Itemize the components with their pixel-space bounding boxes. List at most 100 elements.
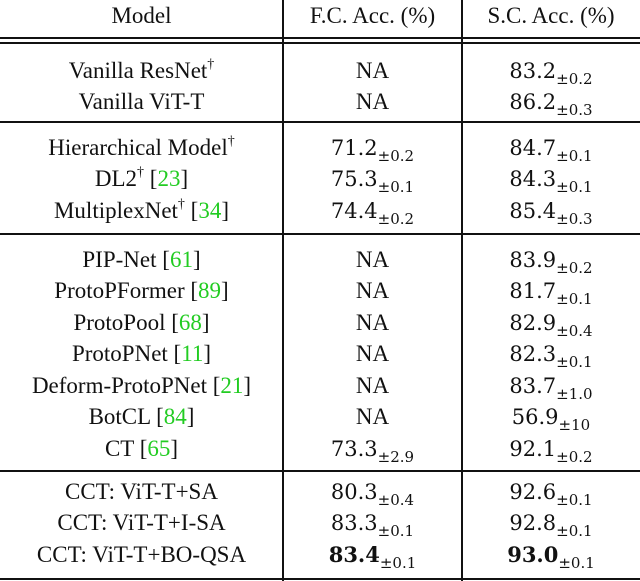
sc-acc-cell: 82.9±0.4 <box>462 310 640 340</box>
citation-link[interactable]: 11 <box>181 341 204 366</box>
header-sc-acc: S.C. Acc. (%) <box>487 2 615 28</box>
sc-acc-cell-std: ±0.3 <box>556 101 593 119</box>
fc-acc-cell-std: ±0.4 <box>377 490 415 509</box>
citation-link[interactable]: 65 <box>147 435 171 461</box>
sc-acc-cell-value: 56.9 <box>511 405 559 429</box>
sc-acc-cell-value: 81.7 <box>509 279 557 303</box>
model-name: Vanilla ResNet <box>68 57 208 83</box>
sc-acc-cell-value: 85.4 <box>509 198 557 223</box>
header-model: Model <box>111 2 172 28</box>
fc-acc-cell: 83.4±0.1 <box>283 541 462 572</box>
fc-acc-cell-value: NA <box>355 309 390 335</box>
table-row: Vanilla ResNet† NA 83.2±0.2 <box>0 55 640 88</box>
fc-acc-cell: NA <box>283 404 462 430</box>
group-rule <box>0 121 640 123</box>
citation-link[interactable]: 84 <box>163 404 187 429</box>
citation-link[interactable]: 61 <box>169 246 193 272</box>
sc-acc-cell-value: 84.7 <box>509 135 557 160</box>
dagger-mark: † <box>177 196 185 212</box>
citation-link[interactable]: 34 <box>198 197 222 223</box>
fc-acc-cell-value: 83.4 <box>328 541 380 567</box>
sc-acc-cell: 81.7±0.1 <box>462 278 640 308</box>
fc-acc-cell: 80.3±0.4 <box>283 479 462 509</box>
fc-acc-cell: NA <box>283 341 462 367</box>
table-row: Vanilla ViT-T NA 86.2±0.3 <box>0 87 640 119</box>
group-rule <box>0 470 640 472</box>
sc-acc-cell-value: 83.7 <box>509 373 557 398</box>
group-rule <box>0 233 640 235</box>
fc-acc-cell-value: NA <box>355 341 390 366</box>
fc-acc-cell-value: 73.3 <box>330 436 378 461</box>
citation-link[interactable]: 89 <box>198 278 222 303</box>
table-row: ProtoPNet [11] NA 82.3±0.1 <box>0 339 640 371</box>
sc-acc-cell-std: ±0.2 <box>556 258 593 277</box>
sc-acc-cell: 92.8±0.1 <box>462 510 640 540</box>
group-rule <box>0 578 640 580</box>
sc-acc-cell-std: ±0.1 <box>556 522 593 540</box>
table-row: Deform-ProtoPNet [21] NA 83.7±1.0 <box>0 370 640 403</box>
model-name: CCT: ViT-T+SA <box>65 478 218 504</box>
model-name: MultiplexNet <box>53 197 178 223</box>
model-name: ProtoPFormer <box>54 278 185 303</box>
sc-acc-cell: 86.2±0.3 <box>462 89 640 119</box>
model-cell: CCT: ViT-T+SA <box>0 479 283 505</box>
fc-acc-cell: 83.3±0.1 <box>283 510 462 540</box>
model-cell: BotCL [84] <box>88 404 195 429</box>
fc-acc-cell-value: NA <box>355 404 390 429</box>
model-cell: ProtoPFormer [89] <box>54 278 229 303</box>
model-name: CT <box>104 435 134 461</box>
fc-acc-cell: 74.4±0.2 <box>283 198 462 228</box>
sc-acc-cell: 84.3±0.1 <box>462 166 640 196</box>
sc-acc-cell-std: ±10 <box>558 416 591 434</box>
dagger-mark: † <box>137 165 145 180</box>
fc-acc-cell-value: 71.2 <box>330 135 378 160</box>
sc-acc-cell-std: ±0.1 <box>556 146 593 165</box>
model-cell: ProtoPNet [11] <box>71 341 212 366</box>
model-cell: DL2† [23] <box>94 165 189 191</box>
model-cell: CCT: ViT-T+I-SA <box>0 510 283 536</box>
sc-acc-cell: 82.3±0.1 <box>462 341 640 371</box>
sc-acc-cell-value: 83.9 <box>509 247 557 272</box>
fc-acc-cell-std: ±0.2 <box>377 209 415 228</box>
model-cell: Vanilla ResNet† <box>0 57 283 84</box>
header-fc-acc: F.C. Acc. (%) <box>309 2 436 28</box>
sc-acc-cell: 56.9±10 <box>462 404 640 434</box>
model-name: ProtoPNet <box>71 341 168 366</box>
model-name: Deform-ProtoPNet <box>31 372 207 398</box>
table-row: PIP-Net [61] NA 83.9±0.2 <box>0 244 640 277</box>
model-name: BotCL <box>88 404 151 429</box>
fc-acc-cell: 75.3±0.1 <box>283 166 462 196</box>
model-cell: Hierarchical Model† <box>0 134 283 161</box>
fc-acc-cell: NA <box>283 310 462 336</box>
model-name: ProtoPool <box>73 309 166 335</box>
model-cell: ProtoPool [68] <box>73 309 210 335</box>
sc-acc-cell-std: ±0.1 <box>556 290 593 308</box>
model-cell: CCT: ViT-T+BO-QSA <box>0 542 283 568</box>
fc-acc-cell: NA <box>283 89 462 115</box>
sc-acc-cell-std: ±0.1 <box>556 178 593 196</box>
sc-acc-cell-std: ±0.1 <box>556 490 593 509</box>
table-row: Hierarchical Model† 71.2±0.2 84.7±0.1 <box>0 132 640 165</box>
sc-acc-cell-value: 92.6 <box>509 479 557 504</box>
fc-acc-cell: NA <box>283 278 462 304</box>
table-row: BotCL [84] NA 56.9±10 <box>0 402 640 434</box>
fc-acc-cell: NA <box>283 373 462 399</box>
fc-acc-cell: NA <box>283 58 462 84</box>
fc-acc-cell-value: 74.4 <box>330 198 378 223</box>
sc-acc-cell-std: ±0.2 <box>556 447 593 466</box>
table-row: ProtoPFormer [89] NA 81.7±0.1 <box>0 276 640 308</box>
fc-acc-cell-std: ±0.1 <box>377 522 415 540</box>
fc-acc-cell: NA <box>283 247 462 273</box>
citation-link[interactable]: 23 <box>157 166 181 191</box>
table-row: MultiplexNet† [34] 74.4±0.2 85.4±0.3 <box>0 195 640 228</box>
model-cell: PIP-Net [61] <box>82 246 201 272</box>
sc-acc-cell-value: 84.3 <box>509 167 557 191</box>
citation-link[interactable]: 21 <box>220 372 244 398</box>
model-name: CCT: ViT-T+I-SA <box>57 510 226 535</box>
sc-acc-cell: 92.6±0.1 <box>462 479 640 509</box>
sc-acc-cell-std: ±0.3 <box>556 209 593 228</box>
citation-link[interactable]: 68 <box>178 309 202 335</box>
fc-acc-cell-std: ±2.9 <box>377 447 415 466</box>
sc-acc-cell-value: 92.8 <box>509 511 557 535</box>
